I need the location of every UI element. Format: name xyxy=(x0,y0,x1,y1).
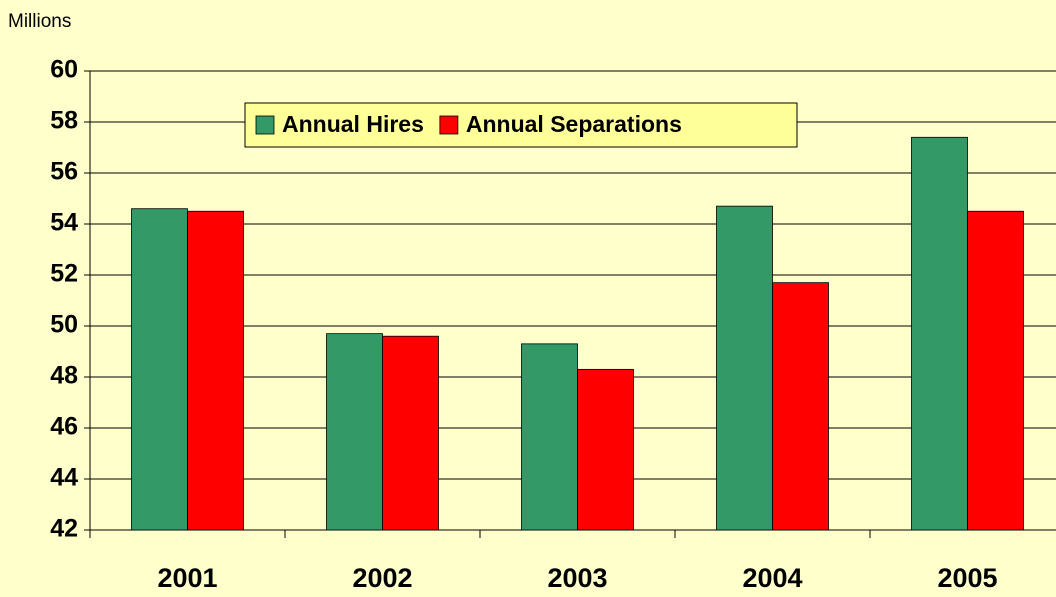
legend-label: Annual Hires xyxy=(282,111,424,137)
bar xyxy=(187,210,244,531)
y-tick-label: 58 xyxy=(50,107,78,135)
legend-swatch xyxy=(255,115,275,135)
x-tick-label: 2004 xyxy=(742,563,802,593)
y-tick-label: 50 xyxy=(50,311,78,339)
y-tick-label: 42 xyxy=(50,515,78,543)
bar xyxy=(326,333,383,531)
bar xyxy=(577,368,634,531)
y-tick-label: 48 xyxy=(50,362,78,390)
y-tick-label: 60 xyxy=(50,56,78,84)
x-tick-label: 2001 xyxy=(157,563,217,593)
y-tick-label: 44 xyxy=(50,464,78,492)
legend-swatch xyxy=(439,115,459,135)
bar xyxy=(911,136,968,531)
bar xyxy=(716,205,773,531)
x-tick-label: 2005 xyxy=(937,563,997,593)
y-tick-label: 54 xyxy=(50,209,78,237)
bar xyxy=(131,208,188,531)
y-tick-label: 52 xyxy=(50,260,78,288)
x-tick-label: 2003 xyxy=(547,563,607,593)
legend-box xyxy=(244,102,798,148)
bar xyxy=(382,335,439,531)
y-tick-label: 56 xyxy=(50,158,78,186)
y-axis-label: Millions xyxy=(8,11,71,32)
x-tick-label: 2002 xyxy=(352,563,412,593)
bar xyxy=(521,343,578,531)
bar xyxy=(772,282,829,531)
y-tick-label: 46 xyxy=(50,413,78,441)
bar xyxy=(967,210,1024,531)
legend-label: Annual Separations xyxy=(466,111,682,137)
